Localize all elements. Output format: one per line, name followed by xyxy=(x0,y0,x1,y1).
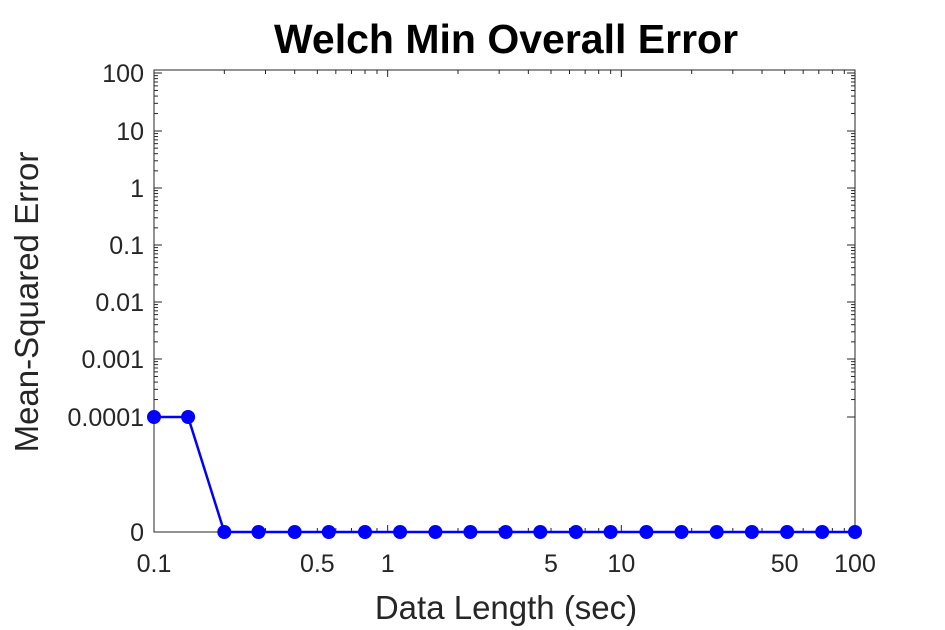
y-tick-label: 1 xyxy=(130,175,144,203)
y-axis-label: Mean-Squared Error xyxy=(8,152,45,453)
axes-box xyxy=(153,69,856,533)
data-point xyxy=(674,525,689,539)
data-point xyxy=(181,410,196,424)
data-point xyxy=(603,525,618,539)
data-point xyxy=(639,525,654,539)
data-point xyxy=(815,525,830,539)
data-point xyxy=(533,525,548,539)
y-tick-label: 100 xyxy=(102,60,144,88)
data-point xyxy=(393,525,408,539)
data-point xyxy=(569,525,583,539)
y-tick-label: 10 xyxy=(116,118,144,146)
data-point xyxy=(358,525,372,539)
y-tick-label: 0.0001 xyxy=(68,404,144,432)
data-point xyxy=(848,525,862,539)
data-point xyxy=(744,525,759,539)
plot-area: 0.1 0.5 1 5 10 50 100 100 10 1 0.1 0.01 0.001 0.0001 0 xyxy=(68,60,876,578)
x-tick-label: 0.5 xyxy=(300,550,335,578)
chart-title: Welch Min Overall Error xyxy=(274,16,738,62)
data-point xyxy=(321,525,336,539)
series-line xyxy=(154,415,855,534)
y-tick-label: 0.01 xyxy=(95,289,144,317)
x-axis-label: Data Length (sec) xyxy=(375,589,637,626)
y-tick-label: 0.1 xyxy=(109,232,144,260)
data-point xyxy=(780,525,795,539)
data-point xyxy=(463,525,478,539)
x-tick-label: 100 xyxy=(834,550,876,578)
y-tick-label: 0.001 xyxy=(81,346,144,374)
x-tick-label: 50 xyxy=(771,550,799,578)
x-tick-label: 10 xyxy=(607,550,635,578)
data-point xyxy=(709,525,724,539)
x-tick-label: 5 xyxy=(544,550,558,578)
data-point xyxy=(287,525,302,539)
data-point xyxy=(251,525,266,539)
x-tick-label: 0.1 xyxy=(137,550,172,578)
x-tick-label: 1 xyxy=(381,550,395,578)
data-point xyxy=(498,525,513,539)
data-point xyxy=(147,410,161,424)
data-point xyxy=(428,525,443,539)
data-point xyxy=(217,525,232,539)
y-tick-label: 0 xyxy=(130,519,144,547)
